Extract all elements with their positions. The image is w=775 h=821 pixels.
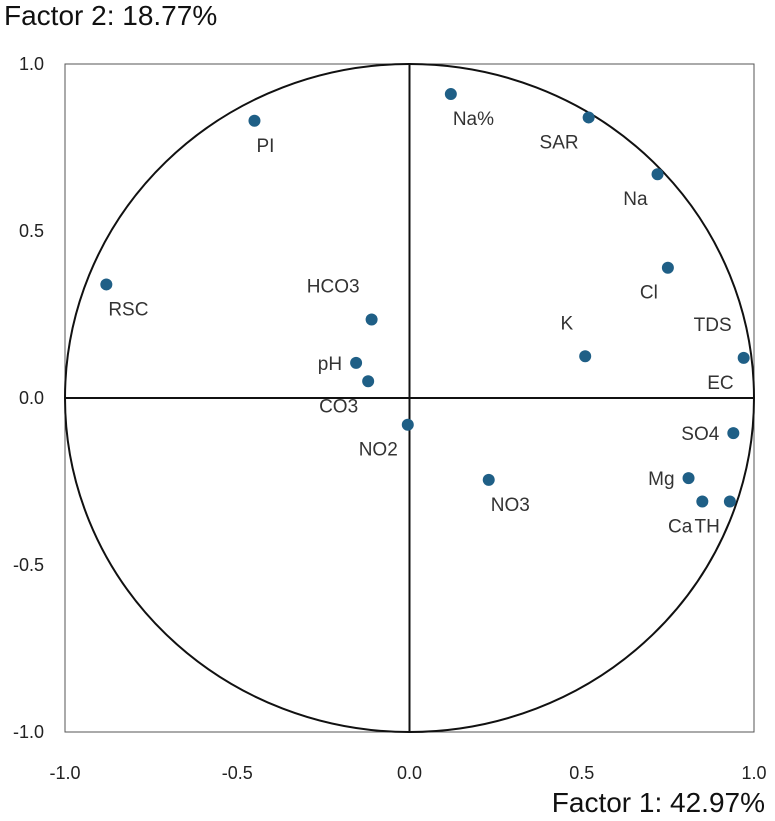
data-point (401, 418, 414, 431)
y-tick-label: 0.5 (19, 221, 44, 241)
data-point (737, 351, 750, 364)
data-point (661, 261, 674, 274)
x-tick-label: -0.5 (222, 763, 253, 783)
point-label: TDS (694, 315, 732, 336)
data-point (350, 356, 363, 369)
data-point (723, 495, 736, 508)
x-axis-title: Factor 1: 42.97% (551, 787, 765, 818)
point-label: HCO3 (307, 277, 360, 298)
point-label: Mg (648, 469, 674, 490)
x-tick-label: -1.0 (49, 763, 80, 783)
point-label: NO2 (359, 440, 398, 461)
y-axis-title: Factor 2: 18.77% (4, 0, 218, 31)
data-points (100, 88, 750, 508)
point-label: NO3 (491, 495, 530, 516)
data-point (696, 495, 709, 508)
data-point (362, 375, 375, 388)
data-point (248, 114, 261, 127)
y-tick-labels: 1.0 0.5 0.0 -0.5 -1.0 (13, 54, 44, 742)
point-label: Na (623, 189, 648, 210)
data-point (651, 168, 664, 181)
point-label: Na% (453, 109, 494, 130)
point-label: TH (695, 517, 720, 538)
point-label: Ca (668, 517, 693, 538)
data-point (682, 472, 695, 485)
y-tick-label: 0.0 (19, 388, 44, 408)
data-point (365, 313, 378, 326)
data-point (100, 278, 113, 291)
point-label: EC (707, 373, 733, 394)
point-label: pH (318, 354, 342, 375)
x-tick-label: 0.5 (569, 763, 594, 783)
x-tick-label: 0.0 (397, 763, 422, 783)
y-tick-label: -0.5 (13, 555, 44, 575)
y-tick-label: 1.0 (19, 54, 44, 74)
x-tick-label: 1.0 (741, 763, 766, 783)
point-label: CO3 (319, 396, 358, 417)
data-point (444, 88, 457, 101)
data-point (582, 111, 595, 124)
point-label: RSC (108, 299, 148, 320)
point-label: K (561, 313, 574, 334)
point-label: SAR (540, 132, 579, 153)
data-point (579, 350, 592, 363)
y-tick-label: -1.0 (13, 722, 44, 742)
x-tick-labels: -1.0 -0.5 0.0 0.5 1.0 (49, 763, 766, 783)
point-label: PI (256, 136, 274, 157)
point-label: SO4 (681, 424, 719, 445)
point-labels: PI Na% SAR Na Cl RSC HCO3 pH CO3 K TDS EC NO2 SO4 NO3 M… (108, 109, 733, 537)
data-point (727, 427, 740, 440)
point-label: Cl (640, 283, 658, 304)
data-point (482, 473, 495, 486)
